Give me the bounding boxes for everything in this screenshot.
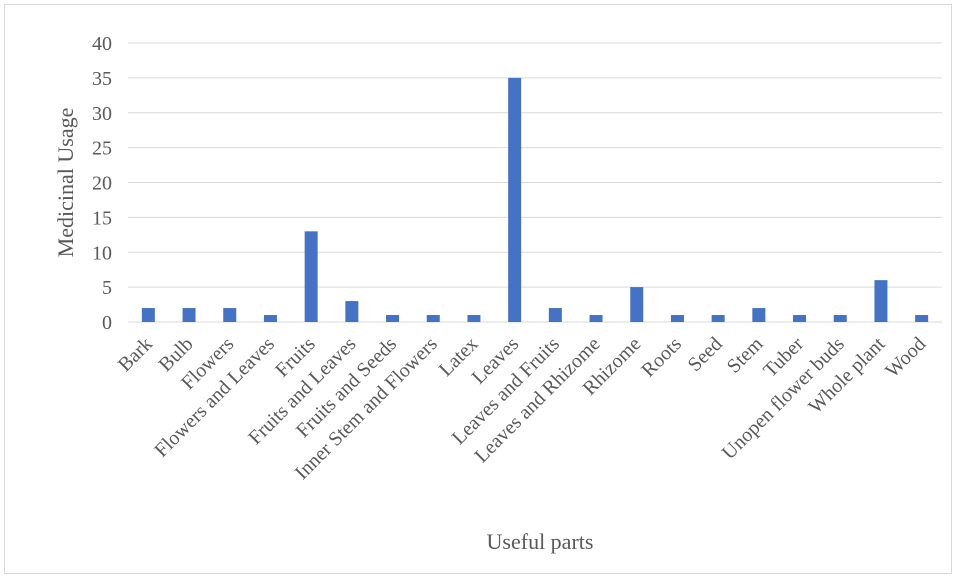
bar: [915, 315, 929, 322]
bar: [548, 308, 562, 322]
y-axis-title: Medicinal Usage: [53, 108, 78, 258]
y-tick-label: 35: [92, 68, 112, 90]
bar: [711, 315, 725, 322]
y-tick-label: 20: [92, 173, 112, 195]
bar: [833, 315, 847, 322]
y-tick-label: 5: [102, 277, 112, 299]
bar-chart: 0 5 10 15 20 25 30 35 40 BarkBulbFlowersFlowers …: [53, 33, 942, 554]
bar: [182, 308, 196, 322]
y-tick-label: 15: [92, 207, 112, 229]
x-axis-title: Useful parts: [487, 529, 594, 554]
x-tick-label: Wood: [881, 333, 930, 382]
bar: [874, 280, 888, 322]
y-tick-label: 0: [102, 312, 112, 334]
x-tick-label: Seed: [684, 333, 727, 376]
gridlines: [128, 42, 942, 323]
bar: [345, 301, 359, 322]
bar: [467, 315, 481, 322]
bar: [426, 315, 440, 322]
bar: [670, 315, 684, 322]
y-axis-ticks: 0 5 10 15 20 25 30 35 40: [92, 33, 112, 334]
bar: [223, 308, 237, 322]
bar: [630, 287, 644, 322]
bar: [386, 315, 400, 322]
x-tick-label: Stem: [723, 333, 768, 378]
bar: [793, 315, 807, 322]
y-tick-label: 40: [92, 33, 112, 55]
bar: [263, 315, 277, 322]
y-tick-label: 10: [92, 242, 112, 264]
bar: [304, 231, 318, 322]
bar: [752, 308, 766, 322]
y-tick-label: 30: [92, 103, 112, 125]
bar: [508, 77, 522, 322]
x-tick-label: Roots: [637, 333, 686, 382]
x-tick-label: Bark: [114, 333, 157, 376]
bar: [589, 315, 603, 322]
y-tick-label: 25: [92, 138, 112, 160]
chart-frame: 0 5 10 15 20 25 30 35 40 Bark Bulb Flowers Flowers …: [4, 4, 952, 574]
bars: [141, 77, 929, 322]
bar: [141, 308, 155, 322]
